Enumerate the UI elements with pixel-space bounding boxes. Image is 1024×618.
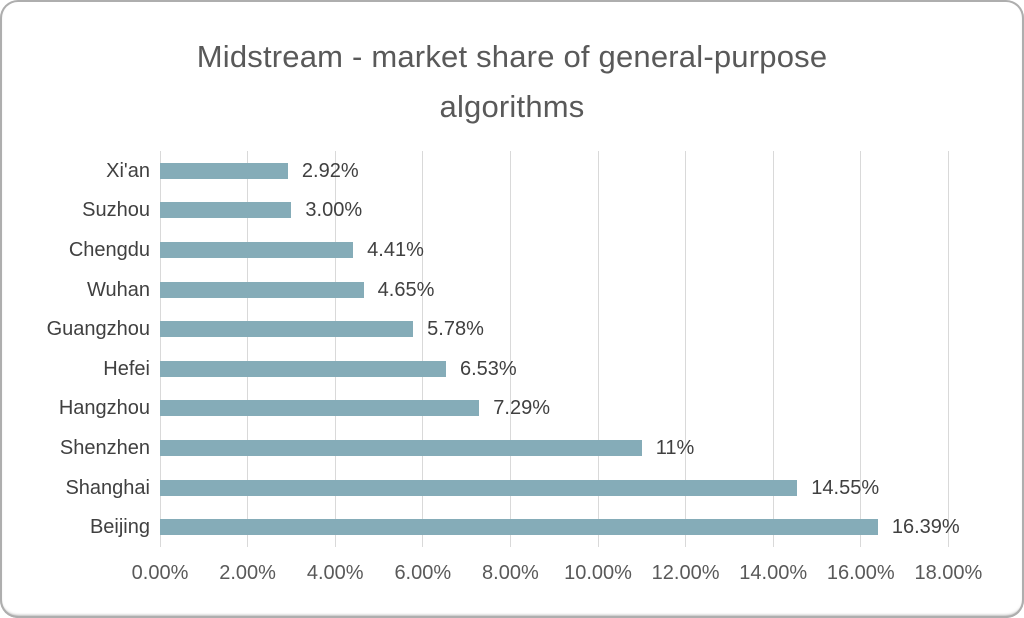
bar — [160, 162, 288, 179]
gridline — [685, 151, 687, 547]
category-label: Suzhou — [82, 199, 150, 222]
bar — [160, 242, 354, 258]
gridline — [947, 151, 949, 547]
gridline — [597, 151, 599, 547]
gridline — [509, 151, 511, 547]
category-label: Guangzhou — [46, 318, 150, 341]
x-tick-label: 16.00% — [826, 562, 895, 584]
category-label: Wuhan — [86, 278, 150, 301]
bar-value-label: 5.78% — [427, 318, 484, 341]
bar — [160, 202, 292, 219]
bar — [160, 519, 878, 536]
bar-value-label: 4.41% — [367, 239, 424, 261]
gridline — [860, 151, 862, 547]
bar-value-label: 14.55% — [811, 476, 880, 499]
bar — [160, 281, 364, 298]
category-label: Beijing — [89, 516, 150, 539]
bar — [160, 360, 446, 377]
chart-title-line-2: algorithms — [439, 89, 585, 124]
x-tick-label: 4.00% — [306, 562, 364, 584]
bar-value-label: 4.65% — [377, 278, 435, 301]
bar — [160, 440, 642, 456]
bar — [160, 321, 414, 338]
bar-value-label: 3.00% — [305, 199, 363, 222]
x-tick-label: 8.00% — [482, 562, 539, 584]
x-tick-label: 2.00% — [219, 562, 276, 584]
bar-value-label: 6.53% — [460, 357, 517, 380]
x-tick-label: 18.00% — [914, 562, 983, 584]
category-label: Chengdu — [68, 239, 150, 261]
x-tick-label: 12.00% — [651, 562, 720, 584]
bar — [160, 400, 480, 417]
x-tick-label: 14.00% — [739, 562, 808, 584]
x-tick-label: 6.00% — [394, 562, 452, 584]
category-label: Hefei — [103, 357, 150, 380]
bar-value-label: 7.29% — [493, 397, 551, 420]
bar-value-label: 11% — [655, 437, 695, 459]
bar-value-label: 16.39% — [891, 516, 960, 539]
gridline — [247, 151, 249, 547]
bar — [160, 479, 798, 496]
gridline — [159, 151, 161, 547]
category-label: Hangzhou — [58, 397, 150, 420]
x-tick-label: 10.00% — [564, 562, 632, 584]
gridline — [422, 151, 424, 547]
category-label: Xi'an — [106, 159, 150, 182]
chart-title-line-1: Midstream - market share of general-purp… — [196, 39, 828, 74]
chart-title: Midstream - market share of general-purp… — [0, 32, 1024, 132]
gridline — [334, 151, 336, 547]
gridline — [772, 151, 774, 547]
x-tick-label: 0.00% — [131, 562, 189, 584]
bar-value-label: 2.92% — [301, 159, 359, 182]
category-label: Shanghai — [65, 476, 150, 499]
category-label: Shenzhen — [59, 437, 150, 459]
